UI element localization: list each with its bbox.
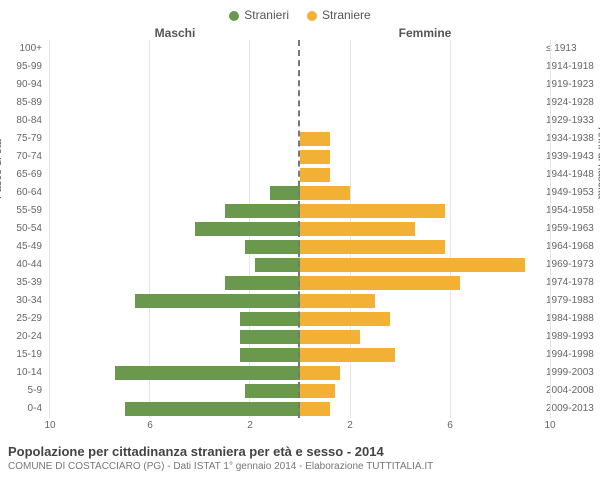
bar-male <box>270 186 300 200</box>
age-label: 30-34 <box>0 292 46 310</box>
bar-male <box>195 222 300 236</box>
bar-female <box>300 294 375 308</box>
bars-male <box>50 40 300 418</box>
legend-item-male: Stranieri <box>229 8 289 22</box>
plot-area <box>50 40 550 418</box>
header-male: Maschi <box>50 26 300 40</box>
age-label: 50-54 <box>0 220 46 238</box>
x-axis: 2 6 10 2 6 10 <box>0 420 600 434</box>
age-label: 70-74 <box>0 148 46 166</box>
bar-male <box>225 204 300 218</box>
bar-male <box>135 294 300 308</box>
age-label: 60-64 <box>0 184 46 202</box>
age-label: 90-94 <box>0 76 46 94</box>
y-axis-left: 100+95-9990-9485-8980-8475-7970-7465-696… <box>0 40 46 418</box>
age-label: 80-84 <box>0 112 46 130</box>
bar-male <box>255 258 300 272</box>
bar-female <box>300 384 335 398</box>
x-tick: 6 <box>447 420 453 431</box>
bar-female <box>300 276 460 290</box>
legend-label-female: Straniere <box>322 8 371 22</box>
male-half <box>50 40 300 418</box>
x-tick: 10 <box>44 420 55 431</box>
bar-female <box>300 240 445 254</box>
bar-female <box>300 258 525 272</box>
legend-item-female: Straniere <box>307 8 371 22</box>
bar-male <box>240 312 300 326</box>
age-label: 55-59 <box>0 202 46 220</box>
age-label: 100+ <box>0 40 46 58</box>
legend: Stranieri Straniere <box>0 0 600 26</box>
x-axis-right: 2610 <box>300 420 550 434</box>
age-label: 25-29 <box>0 310 46 328</box>
age-label: 0-4 <box>0 400 46 418</box>
age-label: 85-89 <box>0 94 46 112</box>
age-label: 5-9 <box>0 382 46 400</box>
bar-male <box>125 402 300 416</box>
age-label: 15-19 <box>0 346 46 364</box>
legend-label-male: Stranieri <box>244 8 289 22</box>
pyramid-chart: Fasce di età Anni di nascita 100+95-9990… <box>0 40 600 418</box>
bar-female <box>300 402 330 416</box>
age-label: 45-49 <box>0 238 46 256</box>
age-label: 35-39 <box>0 274 46 292</box>
legend-dot-male <box>229 11 239 21</box>
bar-female <box>300 312 390 326</box>
bar-female <box>300 204 445 218</box>
age-label: 95-99 <box>0 58 46 76</box>
bar-female <box>300 186 350 200</box>
column-headers: Maschi Femmine <box>0 26 600 40</box>
bar-male <box>240 348 300 362</box>
bar-female <box>300 330 360 344</box>
bar-male <box>115 366 300 380</box>
x-tick: 10 <box>544 420 555 431</box>
bar-female <box>300 168 330 182</box>
x-tick: 6 <box>147 420 153 431</box>
x-axis-left: 2610 <box>50 420 300 434</box>
chart-title: Popolazione per cittadinanza straniera p… <box>0 434 600 459</box>
legend-dot-female <box>307 11 317 21</box>
chart-subtitle: COMUNE DI COSTACCIARO (PG) - Dati ISTAT … <box>0 459 600 480</box>
bar-female <box>300 348 395 362</box>
age-label: 20-24 <box>0 328 46 346</box>
age-label: 75-79 <box>0 130 46 148</box>
header-female: Femmine <box>300 26 550 40</box>
x-tick: 2 <box>247 420 253 431</box>
bars-female <box>300 40 550 418</box>
female-half <box>298 40 550 418</box>
bar-male <box>240 330 300 344</box>
x-tick: 2 <box>347 420 353 431</box>
bar-female <box>300 132 330 146</box>
bar-male <box>245 384 300 398</box>
age-label: 40-44 <box>0 256 46 274</box>
bar-male <box>245 240 300 254</box>
bar-female <box>300 366 340 380</box>
age-label: 65-69 <box>0 166 46 184</box>
bar-female <box>300 150 330 164</box>
age-label: 10-14 <box>0 364 46 382</box>
bar-female <box>300 222 415 236</box>
bar-male <box>225 276 300 290</box>
